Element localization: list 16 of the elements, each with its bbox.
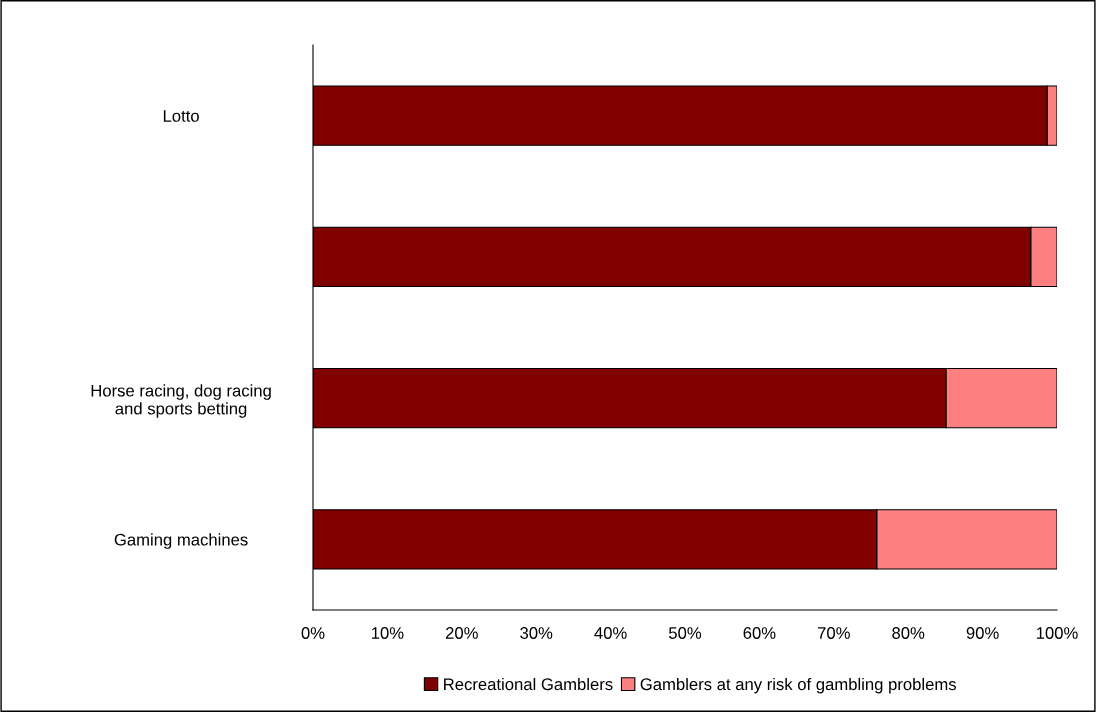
legend-label: Recreational Gamblers xyxy=(444,677,613,691)
y-tick-label: Gaming machines xyxy=(114,533,248,549)
x-tick-label: 50% xyxy=(668,627,702,639)
x-tick-label: 20% xyxy=(445,627,478,639)
x-tick-label: 100% xyxy=(1036,627,1078,639)
x-tick-label: 30% xyxy=(520,627,553,639)
x-tick-label: 70% xyxy=(817,627,850,639)
x-tick-label: 0% xyxy=(301,627,325,639)
x-tick-label: 60% xyxy=(743,627,776,639)
legend-label: Gamblers at any risk of gambling problems xyxy=(640,677,956,694)
x-tick-label: 10% xyxy=(371,627,404,639)
x-tick-label: 90% xyxy=(966,627,999,639)
x-tick-label: 40% xyxy=(594,627,627,639)
y-tick-label: Horse racing, dog racing and sports betting xyxy=(91,384,271,418)
y-tick-label: Lotto xyxy=(163,110,199,122)
x-tick-label: 80% xyxy=(892,627,925,639)
